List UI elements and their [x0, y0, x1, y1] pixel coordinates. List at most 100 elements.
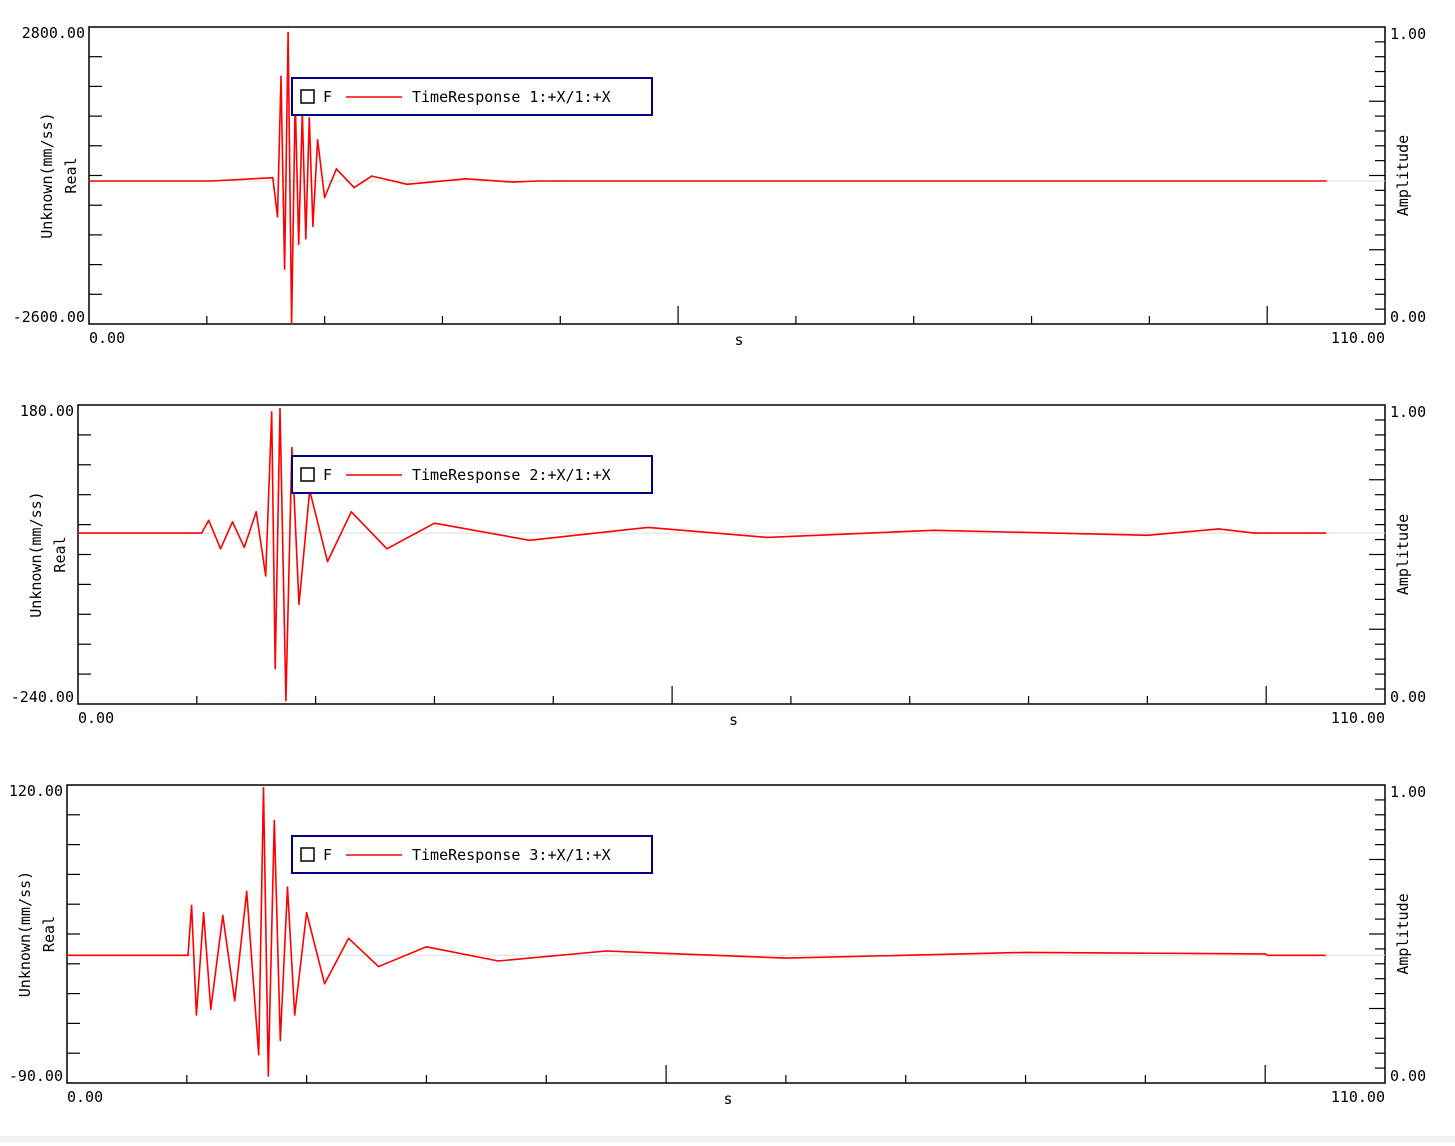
data-point	[323, 196, 326, 199]
data-point	[1266, 954, 1269, 957]
data-point	[257, 1053, 260, 1056]
chart-panel-3: 120.00 -90.00 1.00 0.00 0.00 110.00 s Unknown(m…	[9, 782, 1426, 1108]
bottom-strip	[0, 1136, 1455, 1142]
data-point	[1325, 180, 1327, 182]
right-tick-label-bottom: 0.00	[1390, 1067, 1426, 1085]
data-point	[88, 180, 90, 182]
data-point	[293, 1014, 296, 1016]
x-axis-label: s	[734, 331, 743, 349]
data-point	[1324, 954, 1326, 957]
data-point	[316, 139, 319, 141]
data-point	[326, 560, 329, 563]
legend: F TimeResponse 1:+X/1:+X	[291, 77, 653, 116]
data-point	[262, 787, 265, 789]
data-point	[406, 183, 408, 186]
y-tick-label-top: 180.00	[20, 402, 74, 420]
right-axis-label: Amplitude	[1394, 514, 1412, 595]
data-point	[279, 1039, 282, 1042]
data-point	[243, 546, 246, 549]
y-tick-label-bottom: -240.00	[11, 688, 74, 706]
legend-series-label: TimeResponse 3:+X/1:+X	[412, 846, 611, 864]
right-tick-label-bottom: 0.00	[1390, 308, 1426, 326]
legend-checkbox[interactable]	[300, 847, 315, 862]
data-point	[312, 225, 314, 227]
data-point	[273, 819, 276, 822]
data-point	[386, 548, 388, 550]
x-tick-label-end: 110.00	[1331, 1088, 1385, 1106]
data-point	[66, 954, 68, 957]
x-tick-label-end: 110.00	[1331, 329, 1385, 347]
data-point	[512, 181, 514, 183]
series-line-3	[67, 786, 1326, 1077]
data-point	[350, 511, 353, 513]
right-tick-label-top: 1.00	[1390, 783, 1426, 801]
data-point	[465, 178, 467, 180]
data-point	[1146, 534, 1149, 537]
data-point	[1024, 951, 1027, 954]
right-tick-label-top: 1.00	[1390, 25, 1426, 43]
y-axis-label-secondary: Real	[62, 157, 80, 193]
chart-panel-2: 180.00 -240.00 1.00 0.00 0.00 110.00 s Unknown(…	[11, 402, 1426, 729]
data-point	[528, 539, 531, 542]
right-axis-label: Amplitude	[1394, 893, 1412, 974]
data-point	[323, 982, 326, 985]
data-point	[291, 446, 293, 449]
data-point	[932, 529, 935, 532]
plot-frame	[66, 784, 1386, 1084]
legend-series-label: TimeResponse 2:+X/1:+X	[412, 466, 611, 484]
data-point	[535, 180, 538, 182]
data-point	[280, 75, 282, 78]
y-tick-label-top: 120.00	[9, 782, 63, 800]
data-point	[187, 954, 189, 957]
plot-frame	[88, 26, 1386, 325]
y-axis-label: Unknown(mm/ss)	[16, 871, 34, 997]
right-tick-label-bottom: 0.00	[1390, 688, 1426, 706]
legend-checkbox-label: F	[323, 846, 332, 864]
data-point	[222, 914, 224, 917]
data-point	[207, 519, 210, 522]
x-tick-label-start: 0.00	[89, 329, 125, 347]
x-axis-label: s	[723, 1090, 732, 1108]
data-point	[231, 521, 234, 523]
data-point	[285, 699, 287, 702]
data-point	[425, 946, 428, 948]
data-point	[298, 603, 300, 606]
data-point	[190, 904, 193, 907]
data-point	[267, 1075, 270, 1077]
data-point	[353, 186, 355, 189]
legend: F TimeResponse 3:+X/1:+X	[291, 835, 653, 874]
data-point	[276, 215, 279, 218]
data-point	[1217, 528, 1220, 530]
data-point	[279, 407, 281, 410]
y-axis-label: Unknown(mm/ss)	[27, 491, 45, 617]
legend-checkbox[interactable]	[300, 89, 315, 104]
data-point	[1324, 532, 1327, 534]
legend-checkbox-label: F	[323, 466, 332, 484]
x-tick-label-start: 0.00	[67, 1088, 103, 1106]
data-point	[290, 323, 293, 325]
data-point	[200, 532, 203, 534]
data-point	[605, 950, 607, 952]
data-point	[272, 176, 274, 179]
data-point	[202, 911, 205, 914]
data-point	[377, 965, 380, 968]
right-tick-label-top: 1.00	[1390, 403, 1426, 421]
data-point	[1253, 532, 1256, 534]
legend-checkbox[interactable]	[300, 467, 315, 482]
data-point	[335, 168, 338, 170]
data-point	[785, 957, 787, 959]
x-axis-label: s	[729, 711, 738, 729]
data-point	[559, 180, 562, 182]
data-point	[287, 31, 289, 34]
data-point	[219, 548, 222, 550]
x-tick-label-start: 0.00	[78, 709, 114, 727]
data-point	[297, 243, 300, 246]
y-axis-label: Unknown(mm/ss)	[38, 112, 56, 238]
data-point	[210, 180, 213, 182]
chart-panel-1: 2800.00 -2600.00 1.00 0.00 0.00 110.00 s Unknow…	[13, 24, 1426, 349]
y-tick-label-top: 2800.00	[22, 24, 85, 42]
right-axis-label: Amplitude	[1394, 135, 1412, 216]
legend-checkbox-label: F	[323, 88, 332, 106]
